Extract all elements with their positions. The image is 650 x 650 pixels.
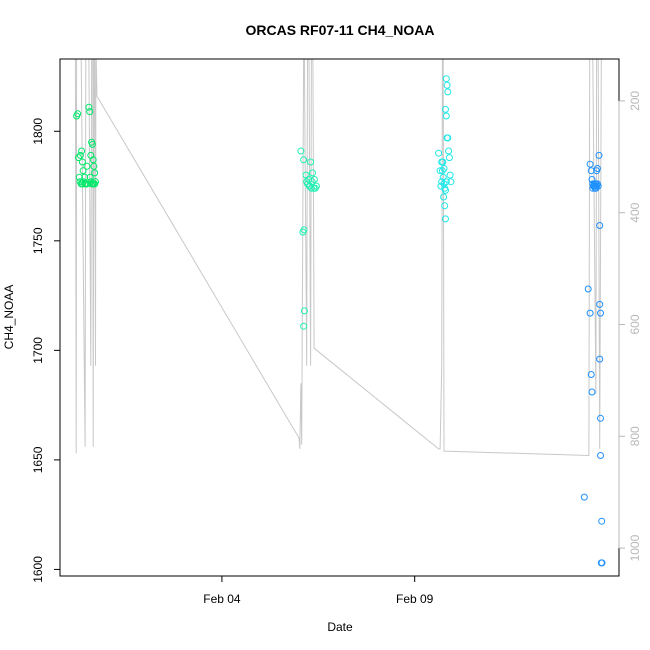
- data-point: [580, 493, 588, 501]
- data-point: [598, 517, 606, 525]
- data-point: [300, 322, 308, 330]
- data-point: [312, 182, 320, 190]
- data-point: [302, 171, 310, 179]
- data-point: [587, 371, 595, 378]
- data-point: [596, 300, 604, 308]
- y2-tick-label: 1000: [628, 534, 642, 561]
- data-points: [73, 75, 606, 567]
- data-point: [597, 309, 604, 317]
- data-point: [438, 178, 446, 186]
- data-point: [439, 158, 447, 166]
- data-point: [74, 110, 82, 118]
- data-point: [442, 178, 450, 186]
- data-point: [86, 108, 94, 116]
- y-tick-label: 1600: [31, 556, 45, 583]
- y-tick-label: 1750: [31, 227, 45, 254]
- series-rf10: [580, 151, 606, 567]
- data-point: [586, 309, 594, 317]
- data-point: [445, 147, 453, 155]
- y2-tick-label: 400: [628, 202, 642, 222]
- data-point: [437, 182, 445, 190]
- y-tick-label: 1700: [31, 337, 45, 364]
- data-point: [299, 228, 307, 236]
- data-point: [435, 149, 443, 157]
- x-tick-label: Feb 09: [396, 592, 434, 606]
- data-point: [75, 173, 83, 181]
- data-point: [85, 103, 93, 111]
- data-point: [589, 184, 597, 192]
- data-point: [445, 154, 453, 162]
- x-tick-label: Feb 04: [203, 592, 241, 606]
- data-point: [441, 202, 449, 210]
- data-point: [596, 222, 604, 229]
- data-point: [86, 173, 94, 181]
- data-point: [442, 186, 449, 194]
- data-point: [444, 88, 452, 96]
- chart-title: ORCAS RF07-11 CH4_NOAA: [245, 22, 434, 38]
- data-point: [442, 215, 449, 223]
- data-point: [596, 355, 604, 363]
- data-point: [442, 75, 450, 83]
- data-point: [586, 160, 594, 168]
- data-point: [442, 112, 450, 120]
- series-rf07: [73, 103, 99, 188]
- data-point: [76, 151, 84, 159]
- data-point: [438, 167, 446, 175]
- plot-frame: [59, 58, 620, 577]
- data-point: [90, 162, 98, 170]
- data-point: [308, 178, 316, 186]
- series-rf08: [297, 147, 320, 330]
- data-point: [443, 81, 451, 89]
- altitude-track: [74, 58, 602, 457]
- data-point: [88, 140, 96, 148]
- data-point: [78, 158, 86, 166]
- data-point: [593, 165, 601, 172]
- data-point: [309, 169, 316, 177]
- data-point: [79, 167, 87, 175]
- data-point: [297, 147, 305, 155]
- data-point: [300, 156, 308, 164]
- data-point: [89, 156, 97, 164]
- series-rf09: [435, 75, 455, 223]
- data-point: [436, 167, 444, 175]
- data-point: [81, 173, 89, 181]
- data-point: [597, 452, 604, 459]
- data-point: [310, 176, 318, 183]
- y-axis-right: 200 400 600 800 1000: [618, 91, 642, 561]
- data-point: [442, 105, 449, 113]
- data-point: [447, 178, 455, 186]
- y2-tick-label: 200: [628, 91, 642, 111]
- track-line: [74, 58, 602, 457]
- data-point: [91, 169, 99, 177]
- data-point: [440, 165, 448, 172]
- data-point: [444, 134, 452, 142]
- data-point: [584, 285, 592, 293]
- data-point: [307, 158, 315, 166]
- y-axis-label: CH4_NOAA: [2, 285, 16, 350]
- data-point: [597, 414, 604, 422]
- data-point: [300, 307, 308, 315]
- y2-tick-label: 600: [628, 314, 642, 334]
- data-point: [75, 154, 82, 162]
- data-point: [78, 147, 86, 155]
- data-point: [440, 193, 448, 201]
- data-point: [593, 180, 601, 188]
- x-axis: Feb 04 Feb 09: [203, 576, 434, 606]
- y-tick-label: 1650: [31, 446, 45, 473]
- data-point: [446, 171, 454, 179]
- data-point: [588, 388, 596, 396]
- x-axis-label: Date: [327, 620, 353, 634]
- y-tick-label: 1800: [31, 118, 45, 145]
- data-point: [83, 162, 91, 170]
- data-point: [595, 151, 603, 159]
- data-point: [587, 167, 595, 175]
- data-point: [92, 178, 99, 186]
- y2-tick-label: 800: [628, 426, 642, 446]
- data-point: [598, 559, 606, 567]
- y-axis-left: 1600 1650 1700 1750 1800: [31, 118, 61, 583]
